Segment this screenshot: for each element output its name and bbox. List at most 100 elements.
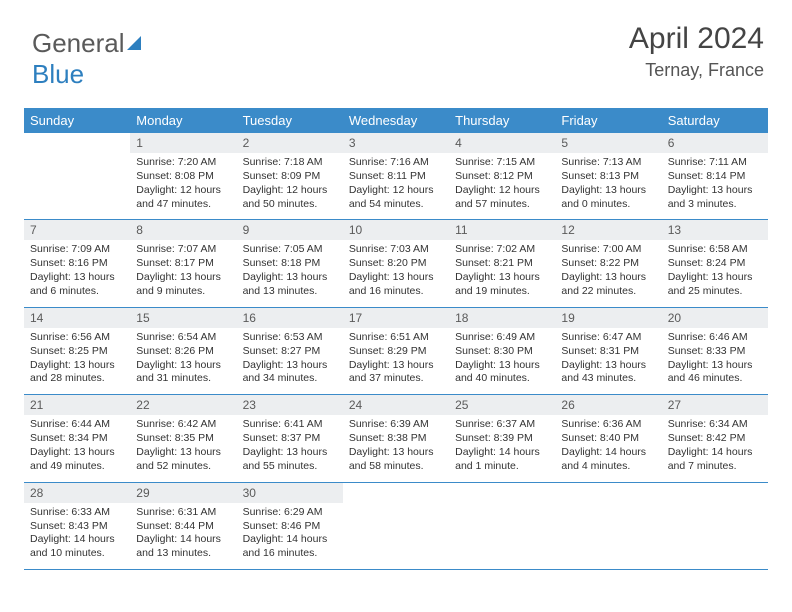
day-day1: Daylight: 13 hours: [561, 184, 655, 198]
day-header: Sunday: [24, 108, 130, 133]
day-sunset: Sunset: 8:34 PM: [30, 432, 124, 446]
day-cell: Sunrise: 6:47 AMSunset: 8:31 PMDaylight:…: [555, 328, 661, 394]
day-cell: Sunrise: 7:15 AMSunset: 8:12 PMDaylight:…: [449, 153, 555, 219]
day-day1: Daylight: 13 hours: [136, 446, 230, 460]
day-number: 30: [237, 483, 343, 503]
day-day2: and 54 minutes.: [349, 198, 443, 212]
day-cell: Sunrise: 7:13 AMSunset: 8:13 PMDaylight:…: [555, 153, 661, 219]
day-day1: Daylight: 14 hours: [561, 446, 655, 460]
day-header: Tuesday: [237, 108, 343, 133]
day-number: 1: [130, 133, 236, 153]
day-day1: Daylight: 13 hours: [243, 359, 337, 373]
day-day2: and 46 minutes.: [668, 372, 762, 386]
day-sunrise: Sunrise: 6:41 AM: [243, 418, 337, 432]
day-sunrise: Sunrise: 6:42 AM: [136, 418, 230, 432]
day-number: 17: [343, 308, 449, 328]
day-day1: Daylight: 13 hours: [455, 271, 549, 285]
day-sunrise: Sunrise: 6:53 AM: [243, 331, 337, 345]
day-sunset: Sunset: 8:17 PM: [136, 257, 230, 271]
day-cell: [662, 503, 768, 569]
day-sunrise: Sunrise: 6:34 AM: [668, 418, 762, 432]
day-day1: Daylight: 13 hours: [243, 271, 337, 285]
day-number: 9: [237, 220, 343, 240]
day-sunrise: Sunrise: 7:15 AM: [455, 156, 549, 170]
day-day2: and 43 minutes.: [561, 372, 655, 386]
day-sunrise: Sunrise: 6:36 AM: [561, 418, 655, 432]
day-sunset: Sunset: 8:25 PM: [30, 345, 124, 359]
title-block: April 2024 Ternay, France: [629, 22, 764, 81]
day-sunset: Sunset: 8:14 PM: [668, 170, 762, 184]
day-cell: Sunrise: 6:53 AMSunset: 8:27 PMDaylight:…: [237, 328, 343, 394]
day-sunset: Sunset: 8:13 PM: [561, 170, 655, 184]
day-day1: Daylight: 14 hours: [668, 446, 762, 460]
day-number: 8: [130, 220, 236, 240]
day-sunrise: Sunrise: 7:11 AM: [668, 156, 762, 170]
day-number: 16: [237, 308, 343, 328]
day-number: 28: [24, 483, 130, 503]
day-number: 19: [555, 308, 661, 328]
day-day2: and 16 minutes.: [349, 285, 443, 299]
day-cell: Sunrise: 7:02 AMSunset: 8:21 PMDaylight:…: [449, 240, 555, 306]
day-cell: Sunrise: 6:33 AMSunset: 8:43 PMDaylight:…: [24, 503, 130, 569]
day-day2: and 25 minutes.: [668, 285, 762, 299]
day-sunset: Sunset: 8:22 PM: [561, 257, 655, 271]
day-sunrise: Sunrise: 7:07 AM: [136, 243, 230, 257]
day-number: 20: [662, 308, 768, 328]
brand-logo: General Blue: [32, 28, 141, 90]
day-day1: Daylight: 12 hours: [349, 184, 443, 198]
day-day2: and 40 minutes.: [455, 372, 549, 386]
day-day2: and 50 minutes.: [243, 198, 337, 212]
day-number: 10: [343, 220, 449, 240]
day-day2: and 10 minutes.: [30, 547, 124, 561]
day-day2: and 49 minutes.: [30, 460, 124, 474]
day-cell: [449, 503, 555, 569]
day-sunrise: Sunrise: 7:02 AM: [455, 243, 549, 257]
day-number: 13: [662, 220, 768, 240]
day-number: 3: [343, 133, 449, 153]
day-day1: Daylight: 13 hours: [668, 359, 762, 373]
day-sunrise: Sunrise: 7:20 AM: [136, 156, 230, 170]
day-cell: Sunrise: 6:39 AMSunset: 8:38 PMDaylight:…: [343, 415, 449, 481]
day-cell: Sunrise: 7:11 AMSunset: 8:14 PMDaylight:…: [662, 153, 768, 219]
day-cell: Sunrise: 7:20 AMSunset: 8:08 PMDaylight:…: [130, 153, 236, 219]
day-cell: [555, 503, 661, 569]
day-cell: Sunrise: 6:34 AMSunset: 8:42 PMDaylight:…: [662, 415, 768, 481]
day-day1: Daylight: 13 hours: [668, 271, 762, 285]
day-sunset: Sunset: 8:20 PM: [349, 257, 443, 271]
day-number: 27: [662, 395, 768, 415]
day-header: Friday: [555, 108, 661, 133]
day-day2: and 3 minutes.: [668, 198, 762, 212]
day-number: 2: [237, 133, 343, 153]
day-number: 15: [130, 308, 236, 328]
day-number: [449, 483, 555, 503]
day-sunset: Sunset: 8:29 PM: [349, 345, 443, 359]
day-sunrise: Sunrise: 7:00 AM: [561, 243, 655, 257]
day-cell: Sunrise: 6:42 AMSunset: 8:35 PMDaylight:…: [130, 415, 236, 481]
day-sunset: Sunset: 8:09 PM: [243, 170, 337, 184]
month-year: April 2024: [629, 22, 764, 56]
day-sunrise: Sunrise: 7:16 AM: [349, 156, 443, 170]
day-cell: Sunrise: 6:46 AMSunset: 8:33 PMDaylight:…: [662, 328, 768, 394]
brand-part2: Blue: [32, 59, 84, 89]
brand-triangle-icon: [127, 36, 141, 50]
day-number: 25: [449, 395, 555, 415]
day-sunset: Sunset: 8:39 PM: [455, 432, 549, 446]
day-number: 29: [130, 483, 236, 503]
day-number: 5: [555, 133, 661, 153]
day-sunset: Sunset: 8:30 PM: [455, 345, 549, 359]
day-sunset: Sunset: 8:24 PM: [668, 257, 762, 271]
day-day1: Daylight: 13 hours: [243, 446, 337, 460]
day-number: [662, 483, 768, 503]
brand-part1: General: [32, 28, 125, 58]
day-cell: Sunrise: 7:16 AMSunset: 8:11 PMDaylight:…: [343, 153, 449, 219]
day-day2: and 55 minutes.: [243, 460, 337, 474]
location: Ternay, France: [629, 60, 764, 81]
day-number: [555, 483, 661, 503]
day-day2: and 13 minutes.: [136, 547, 230, 561]
day-day2: and 28 minutes.: [30, 372, 124, 386]
day-number: 14: [24, 308, 130, 328]
day-sunset: Sunset: 8:37 PM: [243, 432, 337, 446]
day-day2: and 13 minutes.: [243, 285, 337, 299]
day-number: 18: [449, 308, 555, 328]
day-number: 4: [449, 133, 555, 153]
